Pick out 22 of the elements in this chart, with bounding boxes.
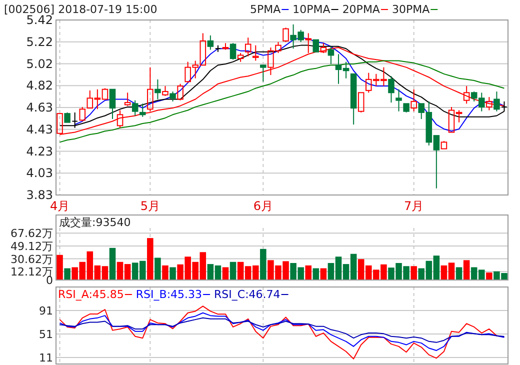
- legend-label: 30PMA: [392, 3, 430, 16]
- legend-label: 5PMA: [250, 3, 282, 16]
- y-tick-label: 4.23: [26, 144, 53, 158]
- y-tick-label: 5.42: [26, 13, 53, 27]
- legend-label: 10PMA: [292, 3, 331, 16]
- y-tick-label: 5.02: [26, 56, 53, 71]
- y-tick-label: 4.03: [26, 166, 53, 180]
- chart-title: 成交量:93540: [59, 216, 131, 229]
- y-tick-label: 49.12万: [10, 240, 53, 253]
- y-tick-label: 5.22: [26, 34, 53, 49]
- chart-title: [002506] 2018-07-19 15:00: [4, 3, 158, 16]
- y-tick-label: 30.62万: [10, 252, 53, 266]
- y-tick-label: 51: [39, 328, 53, 342]
- legend-label: 20PMA: [342, 3, 380, 16]
- y-tick-label: 4.82: [26, 78, 53, 93]
- y-tick-label: 91: [39, 304, 53, 318]
- y-tick-label: 4.43: [26, 122, 53, 136]
- y-tick-label: 3.83: [26, 188, 53, 202]
- y-tick-label: 0: [46, 274, 53, 287]
- y-tick-label: 11: [39, 352, 53, 365]
- y-tick-label: 4.63: [26, 100, 53, 114]
- y-tick-label: 67.62万: [10, 227, 53, 240]
